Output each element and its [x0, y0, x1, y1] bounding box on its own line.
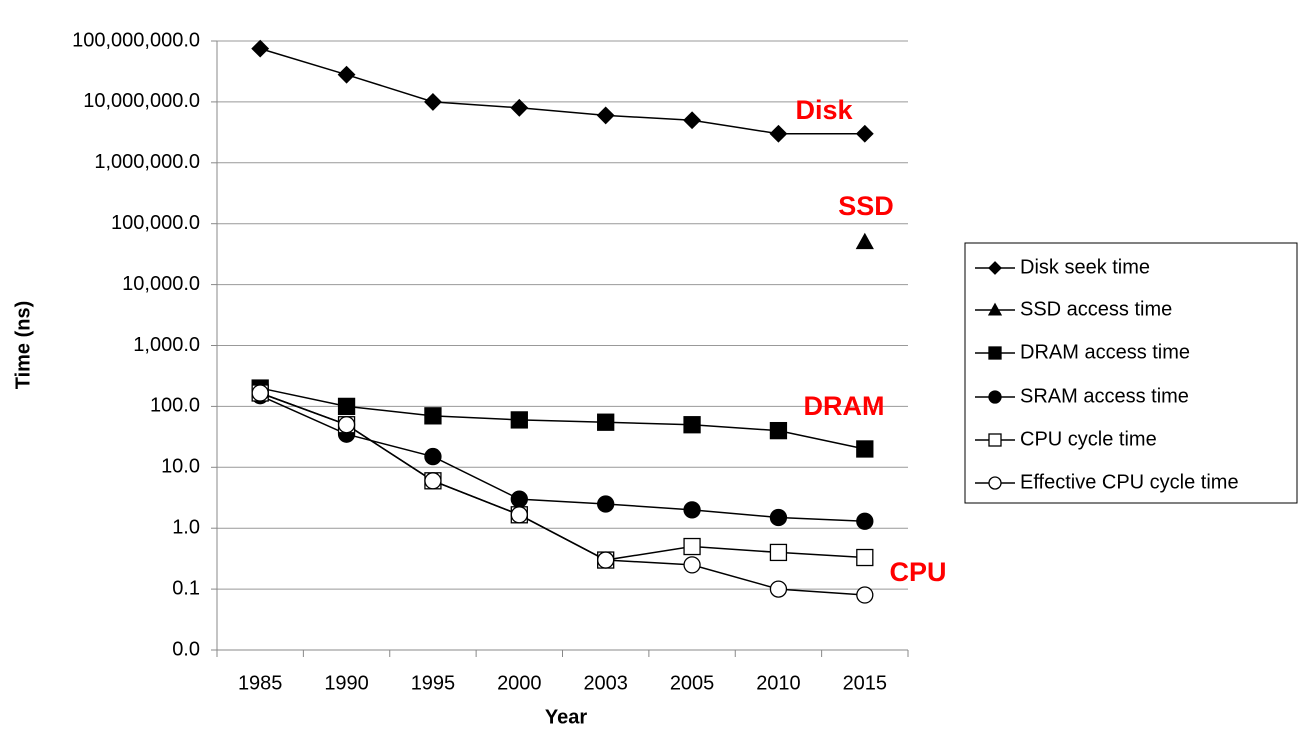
y-axis-title: Time (ns): [12, 301, 34, 390]
marker: [988, 433, 1002, 447]
legend-label: SRAM access time: [1020, 385, 1189, 407]
marker: [510, 98, 529, 117]
marker: [337, 65, 356, 84]
marker: [596, 106, 615, 125]
x-tick-label: 1995: [411, 672, 456, 694]
marker: [856, 512, 874, 530]
y-tick-label: 1.0: [172, 516, 200, 538]
marker: [251, 39, 270, 58]
series-line: [259, 47, 865, 135]
annotation: SSD: [838, 191, 894, 221]
marker: [988, 261, 1002, 275]
marker: [597, 551, 615, 569]
marker: [510, 506, 528, 524]
marker: [856, 440, 874, 458]
legend-label: CPU cycle time: [1020, 428, 1157, 450]
marker: [987, 302, 1003, 316]
marker: [337, 397, 356, 416]
x-tick-label: 1990: [324, 672, 369, 694]
x-tick-label: 1985: [238, 672, 283, 694]
marker: [988, 476, 1002, 490]
marker: [769, 508, 788, 527]
x-tick-label: 2003: [583, 672, 628, 694]
marker: [856, 586, 874, 604]
marker: [856, 548, 874, 567]
y-tick-label: 100,000,000.0: [72, 29, 200, 51]
marker: [683, 501, 701, 519]
marker: [424, 92, 442, 111]
marker: [510, 490, 528, 508]
annotation: Disk: [795, 95, 853, 125]
y-tick-label: 1,000.0: [133, 334, 200, 356]
y-tick-label: 0.0: [172, 638, 200, 660]
marker: [424, 407, 442, 425]
marker: [424, 472, 442, 490]
marker: [769, 421, 788, 440]
annotation: CPU: [889, 557, 946, 587]
y-tick-label: 0.1: [172, 577, 200, 599]
marker: [988, 390, 1002, 404]
marker: [769, 124, 788, 143]
x-tick-label: 2010: [756, 672, 801, 694]
x-tick-label: 2000: [497, 672, 542, 694]
marker: [683, 111, 701, 130]
series-line: [259, 392, 865, 596]
legend-label: SSD access time: [1020, 298, 1172, 320]
marker: [510, 411, 528, 429]
marker: [988, 346, 1002, 360]
y-tick-label: 10,000.0: [122, 273, 200, 295]
marker: [855, 124, 874, 143]
marker: [683, 416, 701, 434]
marker: [337, 416, 356, 434]
x-axis-title: Year: [545, 706, 587, 728]
legend-label: DRAM access time: [1020, 341, 1190, 363]
annotation: DRAM: [804, 391, 885, 421]
y-tick-label: 100,000.0: [111, 212, 200, 234]
marker: [424, 447, 442, 466]
marker: [597, 413, 615, 431]
y-tick-label: 10.0: [161, 456, 200, 478]
marker: [251, 384, 269, 402]
marker: [683, 556, 701, 574]
y-tick-label: 10,000,000.0: [83, 90, 200, 112]
legend-label: Effective CPU cycle time: [1020, 471, 1239, 493]
y-tick-label: 1,000,000.0: [94, 151, 200, 173]
x-tick-label: 2005: [670, 672, 715, 694]
marker: [855, 232, 874, 250]
marker: [769, 580, 788, 598]
y-tick-label: 100.0: [150, 395, 200, 417]
marker: [769, 543, 788, 562]
legend-label: Disk seek time: [1020, 256, 1150, 278]
legend-box: [964, 242, 1298, 504]
marker: [597, 495, 615, 513]
series-line: [260, 387, 865, 450]
x-tick-label: 2015: [843, 672, 888, 694]
series-line: [259, 394, 865, 523]
marker: [683, 537, 701, 556]
